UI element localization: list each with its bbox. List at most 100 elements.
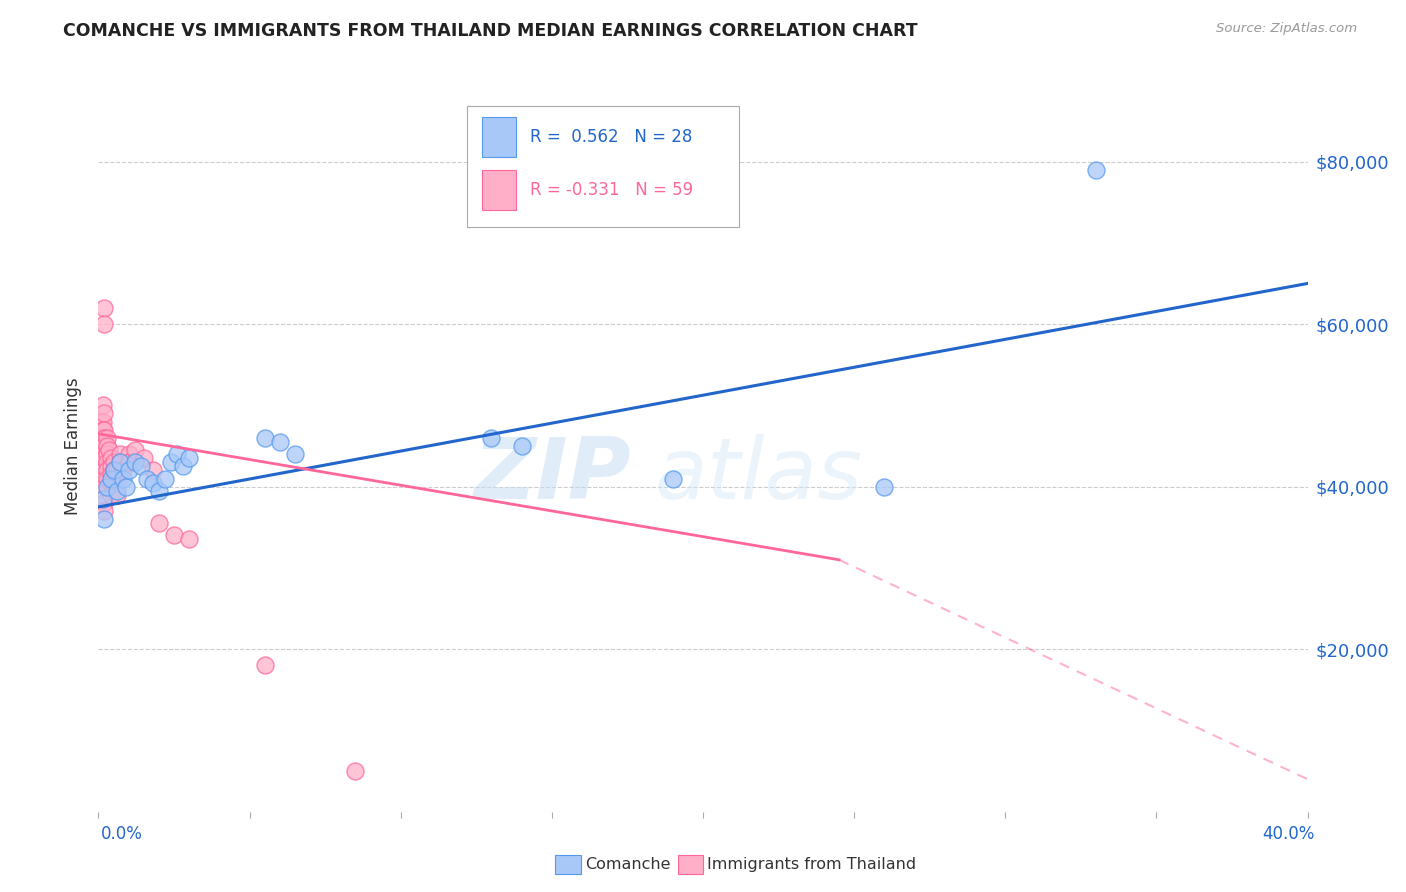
Point bbox=[100, 451, 122, 466]
Point bbox=[135, 471, 157, 485]
Point bbox=[96, 463, 118, 477]
Point bbox=[148, 516, 170, 531]
Point bbox=[100, 467, 122, 482]
Point bbox=[269, 434, 291, 449]
Point bbox=[111, 463, 134, 477]
Point bbox=[153, 471, 176, 485]
Point bbox=[100, 471, 122, 485]
Point bbox=[100, 488, 122, 502]
Point bbox=[96, 439, 118, 453]
Point bbox=[93, 496, 115, 510]
Point bbox=[91, 491, 114, 506]
Point bbox=[166, 447, 188, 461]
Text: R = -0.331   N = 59: R = -0.331 N = 59 bbox=[530, 181, 693, 199]
Point bbox=[108, 447, 131, 461]
Point bbox=[873, 480, 896, 494]
Point bbox=[98, 443, 121, 458]
Point bbox=[100, 475, 122, 490]
Point bbox=[90, 415, 112, 429]
Point bbox=[93, 447, 115, 461]
Point bbox=[100, 459, 122, 474]
Point bbox=[96, 447, 118, 461]
Point bbox=[111, 471, 134, 485]
Point bbox=[105, 463, 128, 477]
FancyBboxPatch shape bbox=[467, 106, 740, 227]
Point bbox=[103, 455, 125, 469]
Point bbox=[103, 463, 125, 477]
Point bbox=[108, 455, 131, 469]
Point bbox=[1085, 162, 1108, 177]
Point bbox=[510, 439, 533, 453]
Point bbox=[91, 439, 114, 453]
Point bbox=[93, 439, 115, 453]
Point bbox=[253, 658, 276, 673]
Text: 0.0%: 0.0% bbox=[101, 825, 143, 843]
Point bbox=[160, 455, 183, 469]
FancyBboxPatch shape bbox=[482, 170, 516, 211]
Point bbox=[91, 455, 114, 469]
Text: COMANCHE VS IMMIGRANTS FROM THAILAND MEDIAN EARNINGS CORRELATION CHART: COMANCHE VS IMMIGRANTS FROM THAILAND MED… bbox=[63, 22, 918, 40]
Point bbox=[163, 528, 186, 542]
Point bbox=[91, 447, 114, 461]
Point bbox=[93, 471, 115, 485]
Point bbox=[93, 301, 115, 315]
Point bbox=[172, 459, 194, 474]
Point bbox=[344, 764, 367, 778]
Point bbox=[90, 423, 112, 437]
Point bbox=[105, 483, 128, 498]
Point bbox=[142, 475, 165, 490]
Point bbox=[132, 451, 155, 466]
Text: Comanche: Comanche bbox=[585, 857, 671, 871]
Text: Source: ZipAtlas.com: Source: ZipAtlas.com bbox=[1216, 22, 1357, 36]
Text: 40.0%: 40.0% bbox=[1263, 825, 1315, 843]
Point bbox=[118, 447, 141, 461]
Point bbox=[124, 443, 146, 458]
Point bbox=[96, 455, 118, 469]
Point bbox=[90, 443, 112, 458]
Point bbox=[96, 431, 118, 445]
Point bbox=[142, 463, 165, 477]
Point bbox=[179, 451, 201, 466]
Point bbox=[90, 434, 112, 449]
Point bbox=[103, 471, 125, 485]
Point bbox=[90, 431, 112, 445]
Point bbox=[179, 533, 201, 547]
Point bbox=[91, 423, 114, 437]
Point bbox=[114, 480, 136, 494]
Point bbox=[93, 317, 115, 331]
Point bbox=[481, 431, 503, 445]
Point bbox=[124, 455, 146, 469]
Y-axis label: Median Earnings: Median Earnings bbox=[65, 377, 83, 515]
Point bbox=[105, 475, 128, 490]
Point bbox=[91, 463, 114, 477]
Point bbox=[91, 398, 114, 412]
Point bbox=[93, 431, 115, 445]
Point bbox=[96, 471, 118, 485]
Point bbox=[93, 504, 115, 518]
Text: atlas: atlas bbox=[655, 434, 863, 516]
Point bbox=[93, 407, 115, 421]
Point bbox=[91, 431, 114, 445]
Point bbox=[93, 480, 115, 494]
Point bbox=[91, 471, 114, 485]
Point bbox=[105, 488, 128, 502]
Point bbox=[118, 463, 141, 477]
Point bbox=[108, 455, 131, 469]
Point bbox=[91, 415, 114, 429]
Point bbox=[93, 451, 115, 466]
Point bbox=[96, 480, 118, 494]
Point bbox=[118, 455, 141, 469]
Text: R =  0.562   N = 28: R = 0.562 N = 28 bbox=[530, 128, 693, 146]
Point bbox=[93, 512, 115, 526]
Point bbox=[129, 459, 152, 474]
Point bbox=[103, 463, 125, 477]
Point bbox=[148, 483, 170, 498]
Text: Immigrants from Thailand: Immigrants from Thailand bbox=[707, 857, 917, 871]
Text: ZIP: ZIP bbox=[472, 434, 630, 516]
Point bbox=[284, 447, 307, 461]
Point bbox=[253, 431, 276, 445]
Point bbox=[93, 423, 115, 437]
Point bbox=[662, 471, 685, 485]
Point bbox=[90, 447, 112, 461]
FancyBboxPatch shape bbox=[482, 117, 516, 157]
